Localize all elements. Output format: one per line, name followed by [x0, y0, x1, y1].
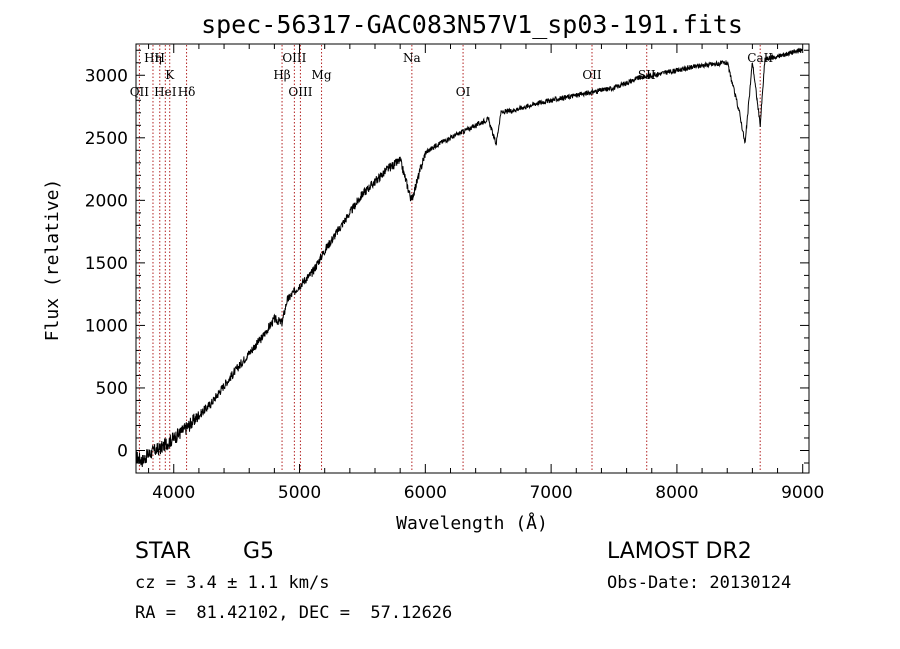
spectral-line-label: QII [130, 85, 150, 99]
x-tick-label: 4000 [152, 483, 195, 503]
chart-title: spec-56317-GAC083N57V1_sp03-191.fits [201, 10, 743, 39]
spectral-line-label: OIII [282, 51, 306, 65]
obs-date-text: Obs-Date: 20130124 [607, 573, 792, 593]
spectral-line-label: OII [582, 68, 602, 82]
spectral-line-label: Mg [312, 68, 332, 82]
spectrum-line [135, 47, 803, 468]
x-tick-label: 7000 [529, 483, 572, 503]
spectral-line-label: Hβ [273, 68, 290, 82]
spectral-line-label: OIII [288, 85, 312, 99]
spectral-line-label: H [155, 51, 165, 65]
y-tick-label: 2500 [85, 129, 128, 149]
spectral-line-label: CaII [747, 51, 773, 65]
y-tick-label: 2000 [85, 191, 128, 211]
object-subclass: G5 [243, 539, 275, 564]
redshift-text: cz = 3.4 ± 1.1 km/s [135, 573, 330, 593]
y-tick-label: 3000 [85, 66, 128, 86]
survey-name: LAMOST DR2 [607, 539, 752, 564]
spectral-line-label: K [165, 68, 175, 82]
y-axis-label: Flux (relative) [42, 179, 63, 342]
x-tick-label: 6000 [404, 483, 447, 503]
x-tick-label: 5000 [278, 483, 321, 503]
y-tick-label: 1000 [85, 316, 128, 336]
y-tick-label: 1500 [85, 254, 128, 274]
spectral-line-label: OI [456, 85, 471, 99]
object-class: STAR [135, 539, 192, 564]
plot-area: 4000 5000 6000 7000 8000 9000 0 500 1000 1500 2000… [85, 43, 824, 503]
spectral-line-label: HeI [154, 85, 177, 99]
spectral-line-label: Hη [144, 51, 162, 65]
spectral-line-label: Hδ [178, 85, 196, 99]
spectral-line-label: Na [403, 51, 421, 65]
coordinates-text: RA = 81.42102, DEC = 57.12626 [135, 603, 453, 623]
plot-frame [135, 43, 810, 474]
x-tick-label: 8000 [655, 483, 698, 503]
x-tick-label: 9000 [781, 483, 824, 503]
x-axis-label: Wavelength (Å) [396, 512, 548, 534]
y-tick-label: 500 [96, 379, 128, 399]
y-tick-label: 0 [117, 441, 128, 461]
